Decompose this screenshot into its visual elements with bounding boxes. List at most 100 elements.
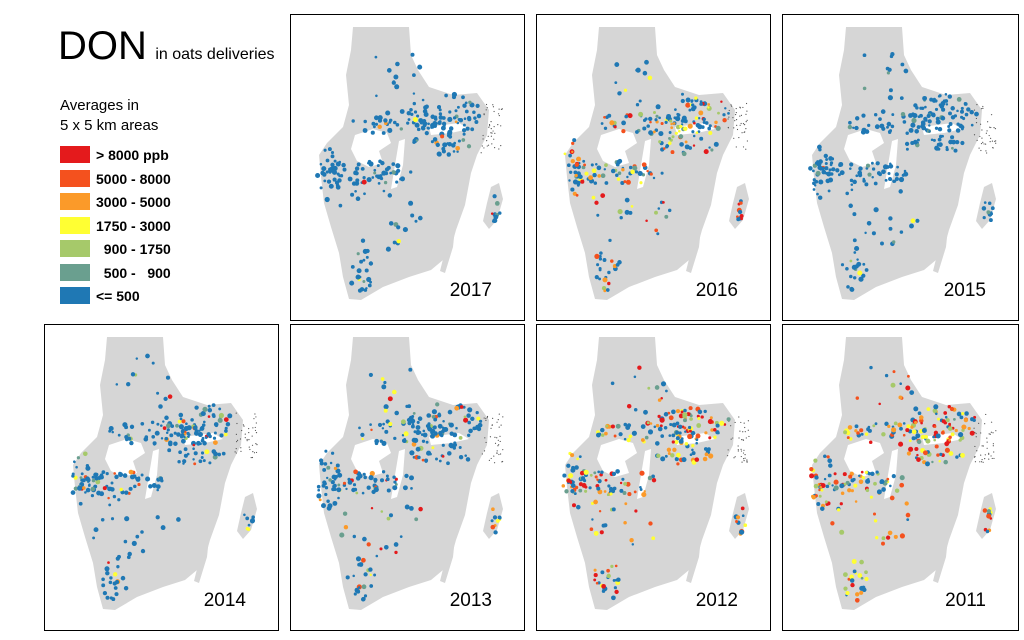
- don-dot: [316, 493, 322, 499]
- don-dot: [906, 424, 911, 429]
- don-dot: [113, 472, 116, 475]
- don-dot: [947, 426, 953, 431]
- don-dot: [156, 391, 160, 395]
- don-dot: [431, 409, 437, 415]
- don-dot: [699, 136, 704, 141]
- don-dot: [458, 455, 464, 460]
- don-dot: [671, 440, 675, 444]
- don-dot: [964, 112, 969, 117]
- don-dot: [430, 433, 435, 439]
- don-dot: [444, 93, 448, 98]
- don-dot: [380, 160, 385, 166]
- don-dot: [922, 450, 928, 456]
- coast-speck: [993, 127, 995, 129]
- don-dot: [404, 504, 410, 510]
- don-dot: [158, 404, 163, 409]
- don-dot: [442, 142, 448, 148]
- don-dot: [668, 141, 672, 145]
- don-dot: [456, 150, 459, 153]
- don-dot: [934, 126, 939, 130]
- don-dot: [890, 51, 895, 57]
- don-dot: [394, 550, 398, 555]
- don-dot: [849, 578, 855, 583]
- don-dot: [960, 106, 964, 110]
- don-dot: [323, 482, 327, 486]
- don-dot: [854, 597, 860, 603]
- coast-speck: [488, 123, 491, 126]
- don-dot: [657, 398, 662, 402]
- coast-speck: [980, 149, 982, 152]
- don-dot: [944, 93, 948, 96]
- don-dot: [328, 478, 332, 482]
- don-dot: [947, 404, 952, 409]
- don-dot: [812, 169, 815, 173]
- don-dot: [848, 203, 853, 209]
- don-dot: [323, 179, 327, 183]
- don-dot: [956, 109, 959, 113]
- don-dot: [827, 473, 832, 478]
- don-dot: [859, 428, 864, 433]
- don-dot: [490, 524, 496, 530]
- don-dot: [708, 146, 711, 149]
- don-dot: [193, 451, 198, 456]
- don-dot: [821, 169, 827, 175]
- don-dot: [682, 414, 687, 419]
- don-dot: [151, 361, 155, 365]
- title-subtitle: in oats deliveries: [155, 46, 275, 63]
- don-dot: [826, 171, 832, 177]
- don-dot: [377, 422, 383, 427]
- coast-speck: [992, 147, 994, 149]
- don-dot: [958, 432, 964, 438]
- don-dot: [465, 457, 471, 462]
- don-dot: [331, 169, 338, 175]
- don-dot: [120, 575, 126, 581]
- don-dot: [123, 539, 128, 544]
- don-dot: [85, 476, 90, 482]
- don-dot: [700, 415, 704, 419]
- don-dot: [224, 429, 228, 433]
- coast-speck: [253, 452, 256, 454]
- don-dot: [144, 435, 149, 439]
- don-dot: [140, 530, 144, 534]
- coast-speck: [732, 117, 734, 119]
- coast-speck: [497, 439, 499, 441]
- don-dot: [461, 95, 465, 100]
- don-dot: [582, 159, 586, 163]
- don-dot: [708, 130, 713, 136]
- don-dot: [73, 486, 78, 491]
- don-dot: [213, 451, 218, 457]
- don-dot: [376, 164, 380, 168]
- coast-speck: [483, 113, 485, 115]
- coast-speck: [497, 419, 499, 421]
- don-dot: [626, 437, 631, 443]
- coast-speck: [487, 144, 490, 146]
- don-dot: [131, 540, 137, 546]
- don-dot: [164, 415, 169, 421]
- don-dot: [435, 142, 440, 148]
- coast-speck: [745, 120, 747, 123]
- don-dot: [324, 486, 329, 490]
- don-dot: [391, 80, 396, 85]
- coast-speck: [496, 421, 498, 423]
- don-dot: [678, 438, 684, 444]
- don-dot: [605, 288, 610, 292]
- don-dot: [815, 170, 821, 176]
- don-dot: [217, 452, 222, 457]
- coast-speck: [980, 432, 982, 434]
- don-dot: [571, 150, 574, 154]
- don-dot: [175, 423, 179, 428]
- don-dot: [354, 189, 357, 193]
- don-dot: [356, 252, 360, 256]
- don-dot: [363, 572, 368, 577]
- map-title: DON in oats deliveries: [58, 24, 275, 69]
- don-dot: [660, 121, 664, 126]
- don-dot: [811, 495, 816, 500]
- don-dot: [200, 456, 204, 459]
- coast-speck: [986, 437, 988, 439]
- don-dot: [602, 258, 607, 262]
- don-dot: [655, 104, 661, 110]
- coast-speck: [735, 119, 738, 121]
- don-dot: [859, 590, 864, 595]
- don-dot: [168, 440, 173, 445]
- don-dot: [129, 440, 134, 446]
